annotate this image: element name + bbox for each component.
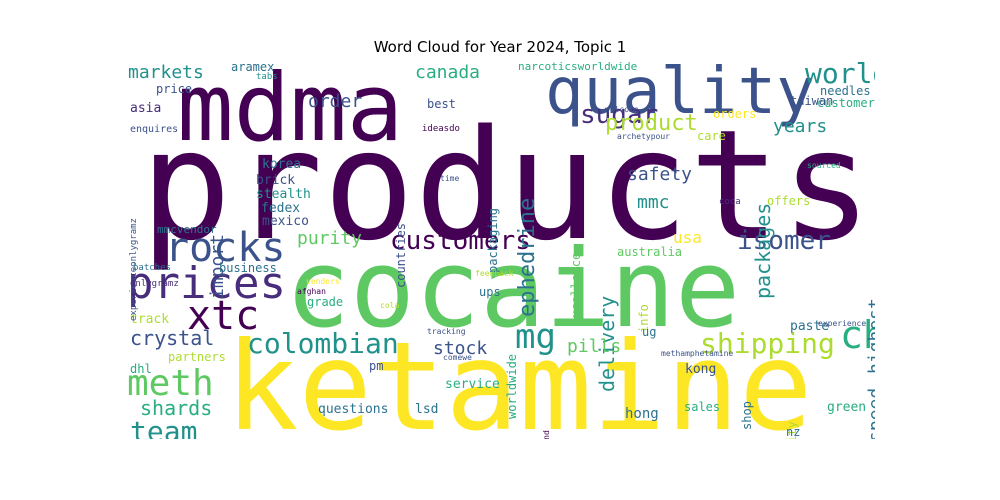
word-price: price — [156, 82, 193, 96]
word-pm: pm — [369, 359, 384, 373]
word-prices: prices — [127, 258, 286, 309]
word-ephedrine: ephedrine — [515, 198, 540, 318]
word-partners: partners — [168, 350, 226, 364]
word-mdma: mdma — [177, 58, 404, 163]
word-time: time — [440, 174, 460, 183]
word-coca: coca — [719, 197, 741, 207]
word-lsd: lsd — [415, 402, 439, 417]
word-canada: canada — [415, 62, 481, 83]
word-products: products — [140, 97, 873, 274]
word-ideasdo: ideasdo — [422, 124, 460, 134]
word-order: order — [308, 91, 363, 112]
word-grade: grade — [307, 295, 344, 309]
word-pills: pills — [567, 336, 622, 357]
word-taiwan: taiwan — [790, 94, 834, 108]
word-afghan: afghan — [297, 287, 326, 296]
word-safety: safety — [627, 164, 693, 185]
word-speed: speed — [865, 388, 875, 439]
word-sugar: sugar — [580, 100, 659, 130]
word-australia: australia — [617, 245, 683, 259]
word-fedex: fedex — [261, 201, 301, 216]
word-quality: quality — [545, 58, 815, 129]
word-service: service — [445, 377, 500, 392]
word-stealth: stealth — [256, 187, 311, 202]
word-shipping: shipping — [700, 327, 835, 360]
word-sourced: sourced — [807, 161, 841, 170]
word-aramex: aramex — [231, 60, 275, 74]
word-welcome: welcome — [605, 105, 639, 114]
word-stock: stock — [433, 338, 488, 359]
word-world: world — [805, 58, 875, 90]
word-onlygramz: onlygramz — [130, 279, 179, 289]
word-markets: markets — [128, 62, 204, 83]
word-isomer: isomer — [737, 226, 831, 256]
word-sales: sales — [684, 400, 721, 414]
word-weekdaysfind: weekdaysfind — [542, 430, 551, 439]
word-countries: countries — [394, 223, 408, 289]
word-purity: purity — [297, 228, 363, 249]
word-packaging: packaging — [486, 208, 500, 274]
word-asia: asia — [130, 101, 162, 116]
word-dhl: dhl — [130, 362, 152, 376]
word-ug: ug — [642, 325, 657, 339]
word-packages: packages — [751, 203, 775, 300]
word-colombian: colombian — [247, 327, 399, 360]
word-korea: korea — [262, 157, 302, 172]
word-business: business — [219, 261, 277, 275]
word-years: years — [773, 116, 828, 137]
word-offers: offers — [767, 194, 811, 208]
word-cola: cola — [380, 301, 400, 310]
word-methamphetamine: methamphetamine — [661, 349, 734, 358]
word-care: care — [697, 129, 726, 143]
word-mmcvendor: mmcvendor — [157, 223, 217, 236]
word-rocks: rocks — [165, 225, 286, 271]
word-archetypour: archetypour — [617, 132, 670, 141]
word-ketamine: ketamine — [225, 316, 813, 439]
word-feedback: feedback — [475, 269, 514, 278]
word-champagne: champagne — [840, 313, 875, 357]
word-hong: hong — [625, 406, 659, 422]
word-shards: shards — [140, 396, 213, 420]
word-track: track — [130, 312, 170, 327]
word-customer: customer — [817, 96, 875, 110]
word-crystal: crystal — [130, 326, 215, 350]
word-xtc: xtc — [187, 293, 260, 339]
word-ups: ups — [479, 285, 501, 299]
word-usa: usa — [673, 228, 702, 247]
word-enquires: enquires — [130, 124, 179, 135]
word-orders: orders — [713, 107, 757, 121]
word-highest: highest — [865, 298, 875, 374]
word-mg: mg — [515, 317, 556, 357]
word-team: team — [130, 415, 198, 440]
word-comewe: comewe — [443, 353, 472, 362]
word-worldwide: worldwide — [505, 354, 519, 420]
word-brick: brick — [256, 173, 296, 188]
word-best: best — [427, 97, 456, 111]
word-customers: customers — [390, 226, 531, 256]
word-tracking: tracking — [427, 327, 466, 336]
word-green: green — [827, 400, 867, 415]
word-excellence: excellence — [569, 253, 583, 326]
word-questions: questions — [318, 402, 389, 417]
chart-title: Word Cloud for Year 2024, Topic 1 — [373, 38, 627, 56]
word-mexico: mexico — [262, 214, 309, 229]
word-product: product — [605, 111, 698, 136]
word-mmc: mmc — [637, 192, 670, 213]
word-cocaine: cocaine — [285, 227, 741, 352]
word-batches: batches — [133, 263, 171, 273]
word-nz: nz — [786, 425, 801, 439]
word-needles: needles — [820, 84, 871, 98]
word-experience: experience — [818, 319, 867, 328]
word-tabs: tabs — [256, 72, 278, 82]
word-kong: kong — [685, 362, 717, 377]
word-narcoticsworldwide: narcoticsworldwide — [518, 60, 638, 73]
word-paste: paste — [790, 319, 830, 334]
word-cloud: products cocaine ketamine mdma quality p… — [125, 58, 875, 439]
word-vendors: vendors — [306, 277, 340, 286]
word-meth: meth — [127, 363, 214, 404]
word-shop: shop — [740, 401, 754, 430]
